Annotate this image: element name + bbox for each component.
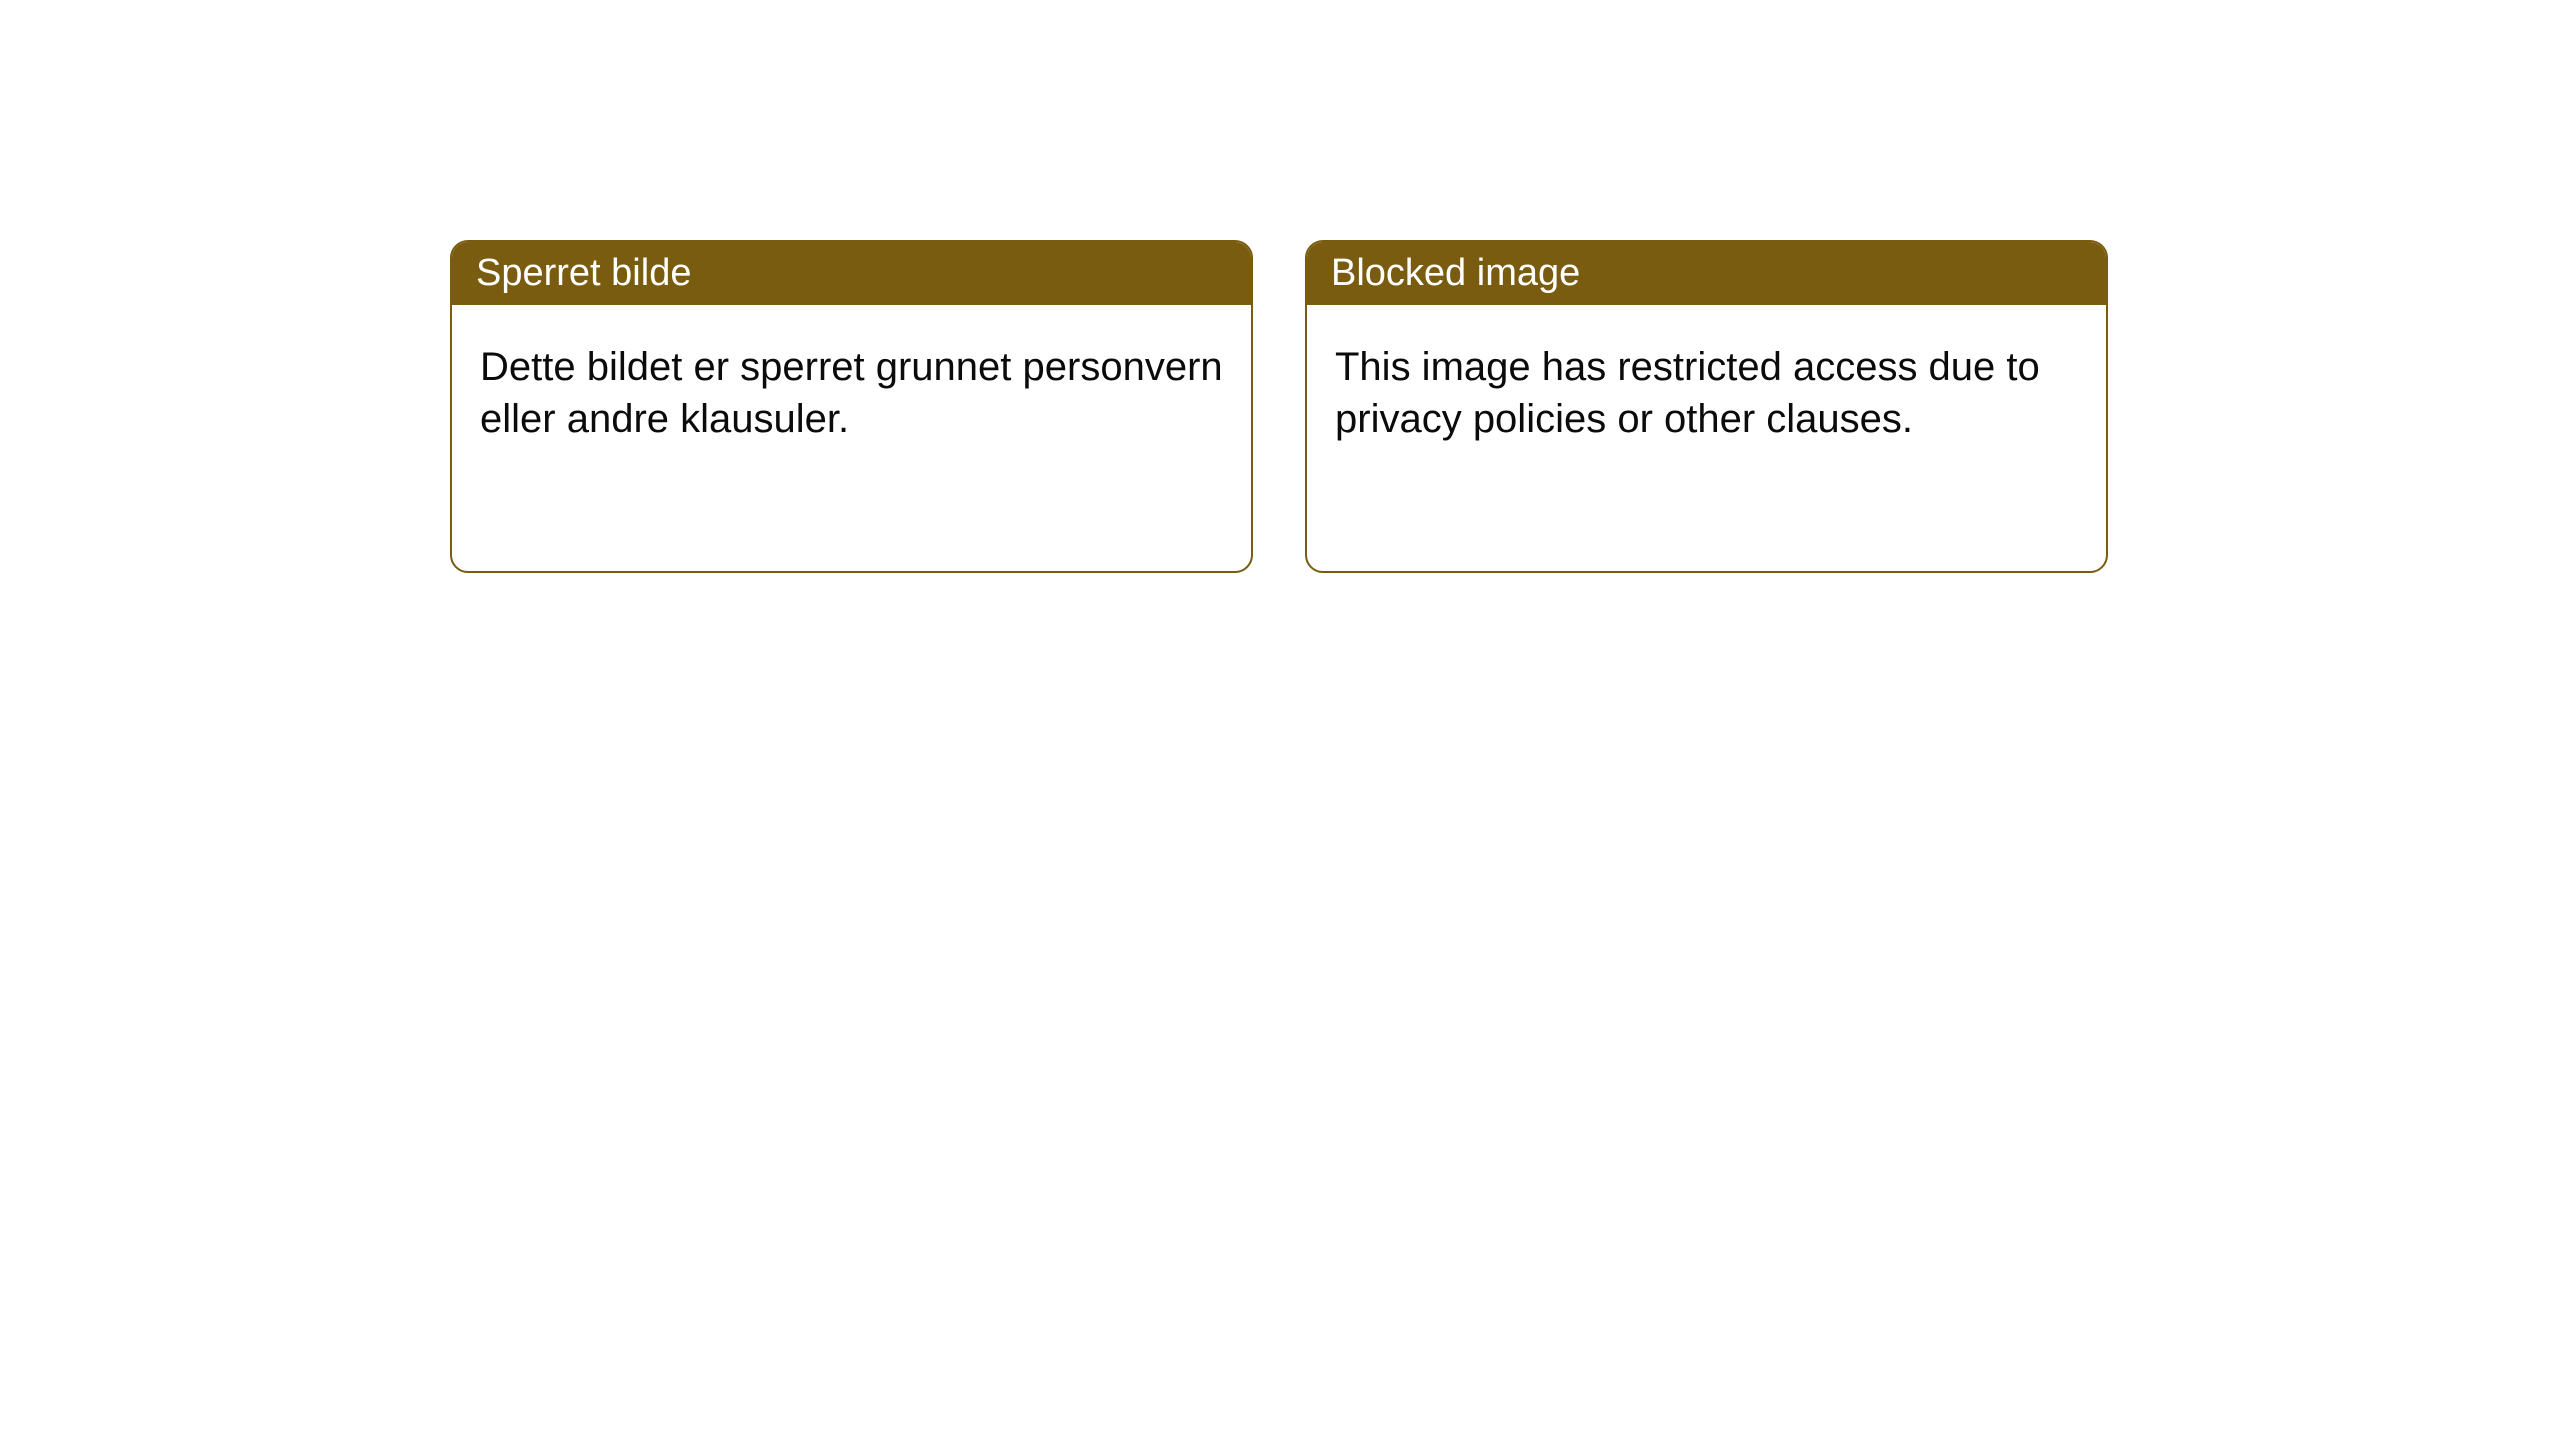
notice-title-norwegian: Sperret bilde (452, 242, 1251, 305)
notice-card-norwegian: Sperret bilde Dette bildet er sperret gr… (450, 240, 1253, 573)
notice-title-english: Blocked image (1307, 242, 2106, 305)
notice-container: Sperret bilde Dette bildet er sperret gr… (0, 0, 2560, 573)
notice-body-english: This image has restricted access due to … (1307, 305, 2106, 481)
notice-body-norwegian: Dette bildet er sperret grunnet personve… (452, 305, 1251, 481)
notice-card-english: Blocked image This image has restricted … (1305, 240, 2108, 573)
